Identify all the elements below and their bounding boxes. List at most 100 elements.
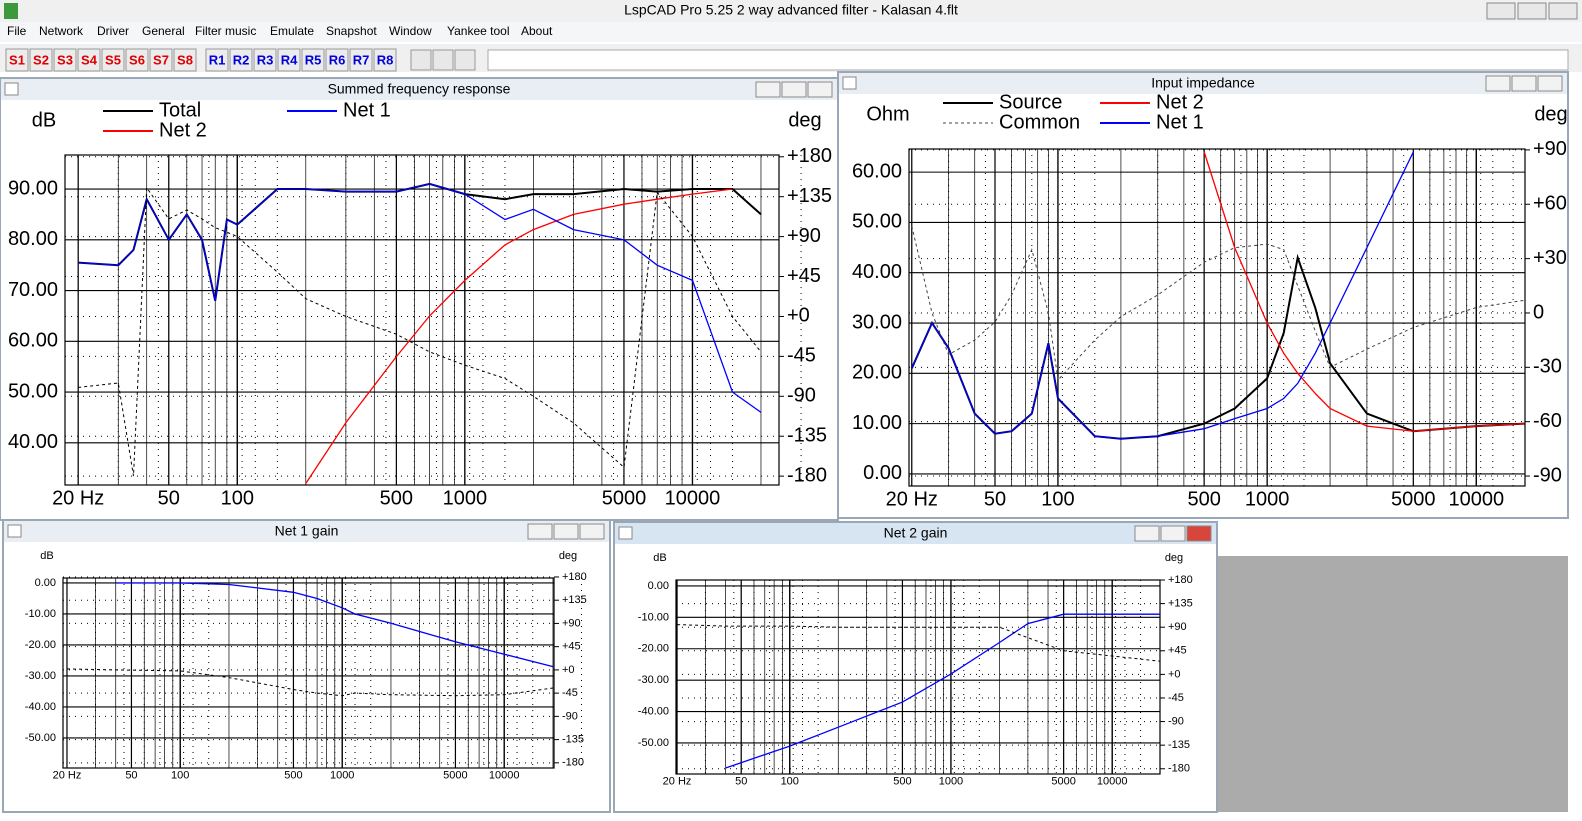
y-tick-label: 40.00: [8, 431, 58, 453]
toolbar-button[interactable]: [205, 48, 229, 72]
maximize-button[interactable]: [1517, 2, 1547, 20]
toolbar-button[interactable]: [349, 48, 373, 72]
toolbar-button[interactable]: [325, 48, 349, 72]
y2-axis-label: deg: [788, 109, 821, 131]
minimize-button[interactable]: [1485, 75, 1511, 92]
toolbar-button[interactable]: [373, 48, 397, 72]
y-tick-label: 20.00: [852, 362, 902, 384]
toolbar-button-label[interactable]: S1: [9, 52, 25, 67]
toolbar-button-label[interactable]: S4: [81, 52, 98, 67]
maximize-button[interactable]: [553, 523, 579, 540]
legend-label: Total: [159, 99, 201, 121]
toolbar-button[interactable]: [149, 48, 173, 72]
y-axis-label: dB: [40, 550, 53, 562]
x-tick-label: 10000: [1097, 776, 1128, 788]
close-button[interactable]: [1537, 75, 1563, 92]
chart-window: Net 1 gain 20 Hz 50 100 500 1000 5000 10000 0.00…: [2, 519, 611, 813]
menu-item[interactable]: Filter music: [195, 24, 256, 38]
plot-area: [64, 154, 780, 486]
x-tick-label: 50: [735, 776, 747, 788]
y-tick-label: -50.00: [638, 737, 669, 749]
x-tick-label: 500: [1187, 488, 1220, 510]
menu-item[interactable]: Emulate: [270, 24, 314, 38]
x-tick-label: 500: [380, 487, 413, 509]
x-tick-label: 500: [284, 770, 302, 782]
toolbar-button[interactable]: [101, 48, 125, 72]
toolbar-button-label[interactable]: R3: [257, 52, 274, 67]
maximize-button[interactable]: [1511, 75, 1537, 92]
toolbar-button-label[interactable]: S5: [105, 52, 121, 67]
toolbar-button[interactable]: [125, 48, 149, 72]
status-field: [487, 49, 1569, 71]
series-line: [911, 151, 1414, 440]
close-button[interactable]: [807, 81, 833, 98]
menu-item[interactable]: Yankee tool: [447, 24, 510, 38]
y2-tick-label: -135: [562, 734, 584, 746]
menu-item[interactable]: Snapshot: [326, 24, 377, 38]
toolbar-button-label[interactable]: R6: [329, 52, 346, 67]
chart-window: Summed frequency response 20 Hz 50 100 500 10…: [0, 77, 839, 521]
window-icon: [4, 82, 19, 96]
minimize-button[interactable]: [1134, 525, 1160, 542]
y2-tick-label: -90: [787, 385, 816, 407]
y2-tick-label: -90: [1533, 464, 1562, 486]
toolbar-button-label[interactable]: R4: [281, 52, 298, 67]
toolbar-button-label[interactable]: R2: [233, 52, 250, 67]
toolbar-button[interactable]: [77, 48, 101, 72]
y2-tick-label: +180: [562, 571, 587, 583]
toolbar-button-label[interactable]: S3: [57, 52, 73, 67]
toolbar-button[interactable]: [301, 48, 325, 72]
menu-item[interactable]: Window: [389, 24, 432, 38]
x-tick-label: 10000: [489, 770, 520, 782]
menu-bar: [0, 22, 1582, 42]
toolbar-button[interactable]: [29, 48, 53, 72]
minimize-button[interactable]: [527, 523, 553, 540]
content: File Network Driver General Filter music Emul…: [0, 24, 1569, 813]
toolbar-button[interactable]: [173, 48, 197, 72]
maximize-button[interactable]: [1160, 525, 1186, 542]
toolbar-button-label[interactable]: R7: [353, 52, 370, 67]
tool-icon[interactable]: [410, 49, 432, 71]
menu-item[interactable]: General: [142, 24, 185, 38]
menu-item[interactable]: About: [521, 24, 553, 38]
x-tick-label: 50: [125, 770, 137, 782]
window-icon: [842, 76, 857, 90]
y2-tick-label: +180: [1168, 574, 1193, 586]
window-icon: [7, 524, 22, 538]
toolbar-button[interactable]: [277, 48, 301, 72]
close-button[interactable]: [1186, 525, 1212, 542]
toolbar-button[interactable]: [5, 48, 29, 72]
menu-item[interactable]: Network: [39, 24, 84, 38]
close-button[interactable]: [579, 523, 605, 540]
minimize-button[interactable]: [755, 81, 781, 98]
window-icon: [618, 526, 633, 540]
minimize-button[interactable]: [1486, 2, 1516, 20]
maximize-button[interactable]: [781, 81, 807, 98]
toolbar-button[interactable]: [53, 48, 77, 72]
x-tick-label: 50: [158, 487, 180, 509]
y2-tick-label: -135: [787, 424, 827, 446]
x-tick-label: 10000: [665, 487, 721, 509]
toolbar-button[interactable]: [253, 48, 277, 72]
toolbar-button-label[interactable]: R1: [209, 52, 226, 67]
toolbar-button-label[interactable]: R5: [305, 52, 322, 67]
y2-tick-label: +180: [787, 145, 832, 167]
tool-icon[interactable]: [454, 49, 476, 71]
x-tick-label: 5000: [602, 487, 647, 509]
toolbar-button-label[interactable]: S6: [129, 52, 145, 67]
toolbar-button-label[interactable]: S2: [33, 52, 49, 67]
close-button[interactable]: [1548, 2, 1578, 20]
toolbar-button-label[interactable]: R8: [377, 52, 394, 67]
series-line: [115, 582, 554, 668]
y-tick-label: 10.00: [852, 412, 902, 434]
menu-item[interactable]: Driver: [97, 24, 129, 38]
toolbar-button-label[interactable]: S8: [177, 52, 193, 67]
tool-icon[interactable]: [432, 49, 454, 71]
menu-item[interactable]: File: [7, 24, 27, 38]
toolbar-button[interactable]: [229, 48, 253, 72]
toolbar-button-label[interactable]: S7: [153, 52, 169, 67]
x-tick-label: 100: [781, 776, 799, 788]
y2-tick-label: 0: [1533, 301, 1544, 323]
app-icon: [4, 3, 18, 19]
y-axis-label: Ohm: [866, 103, 909, 125]
